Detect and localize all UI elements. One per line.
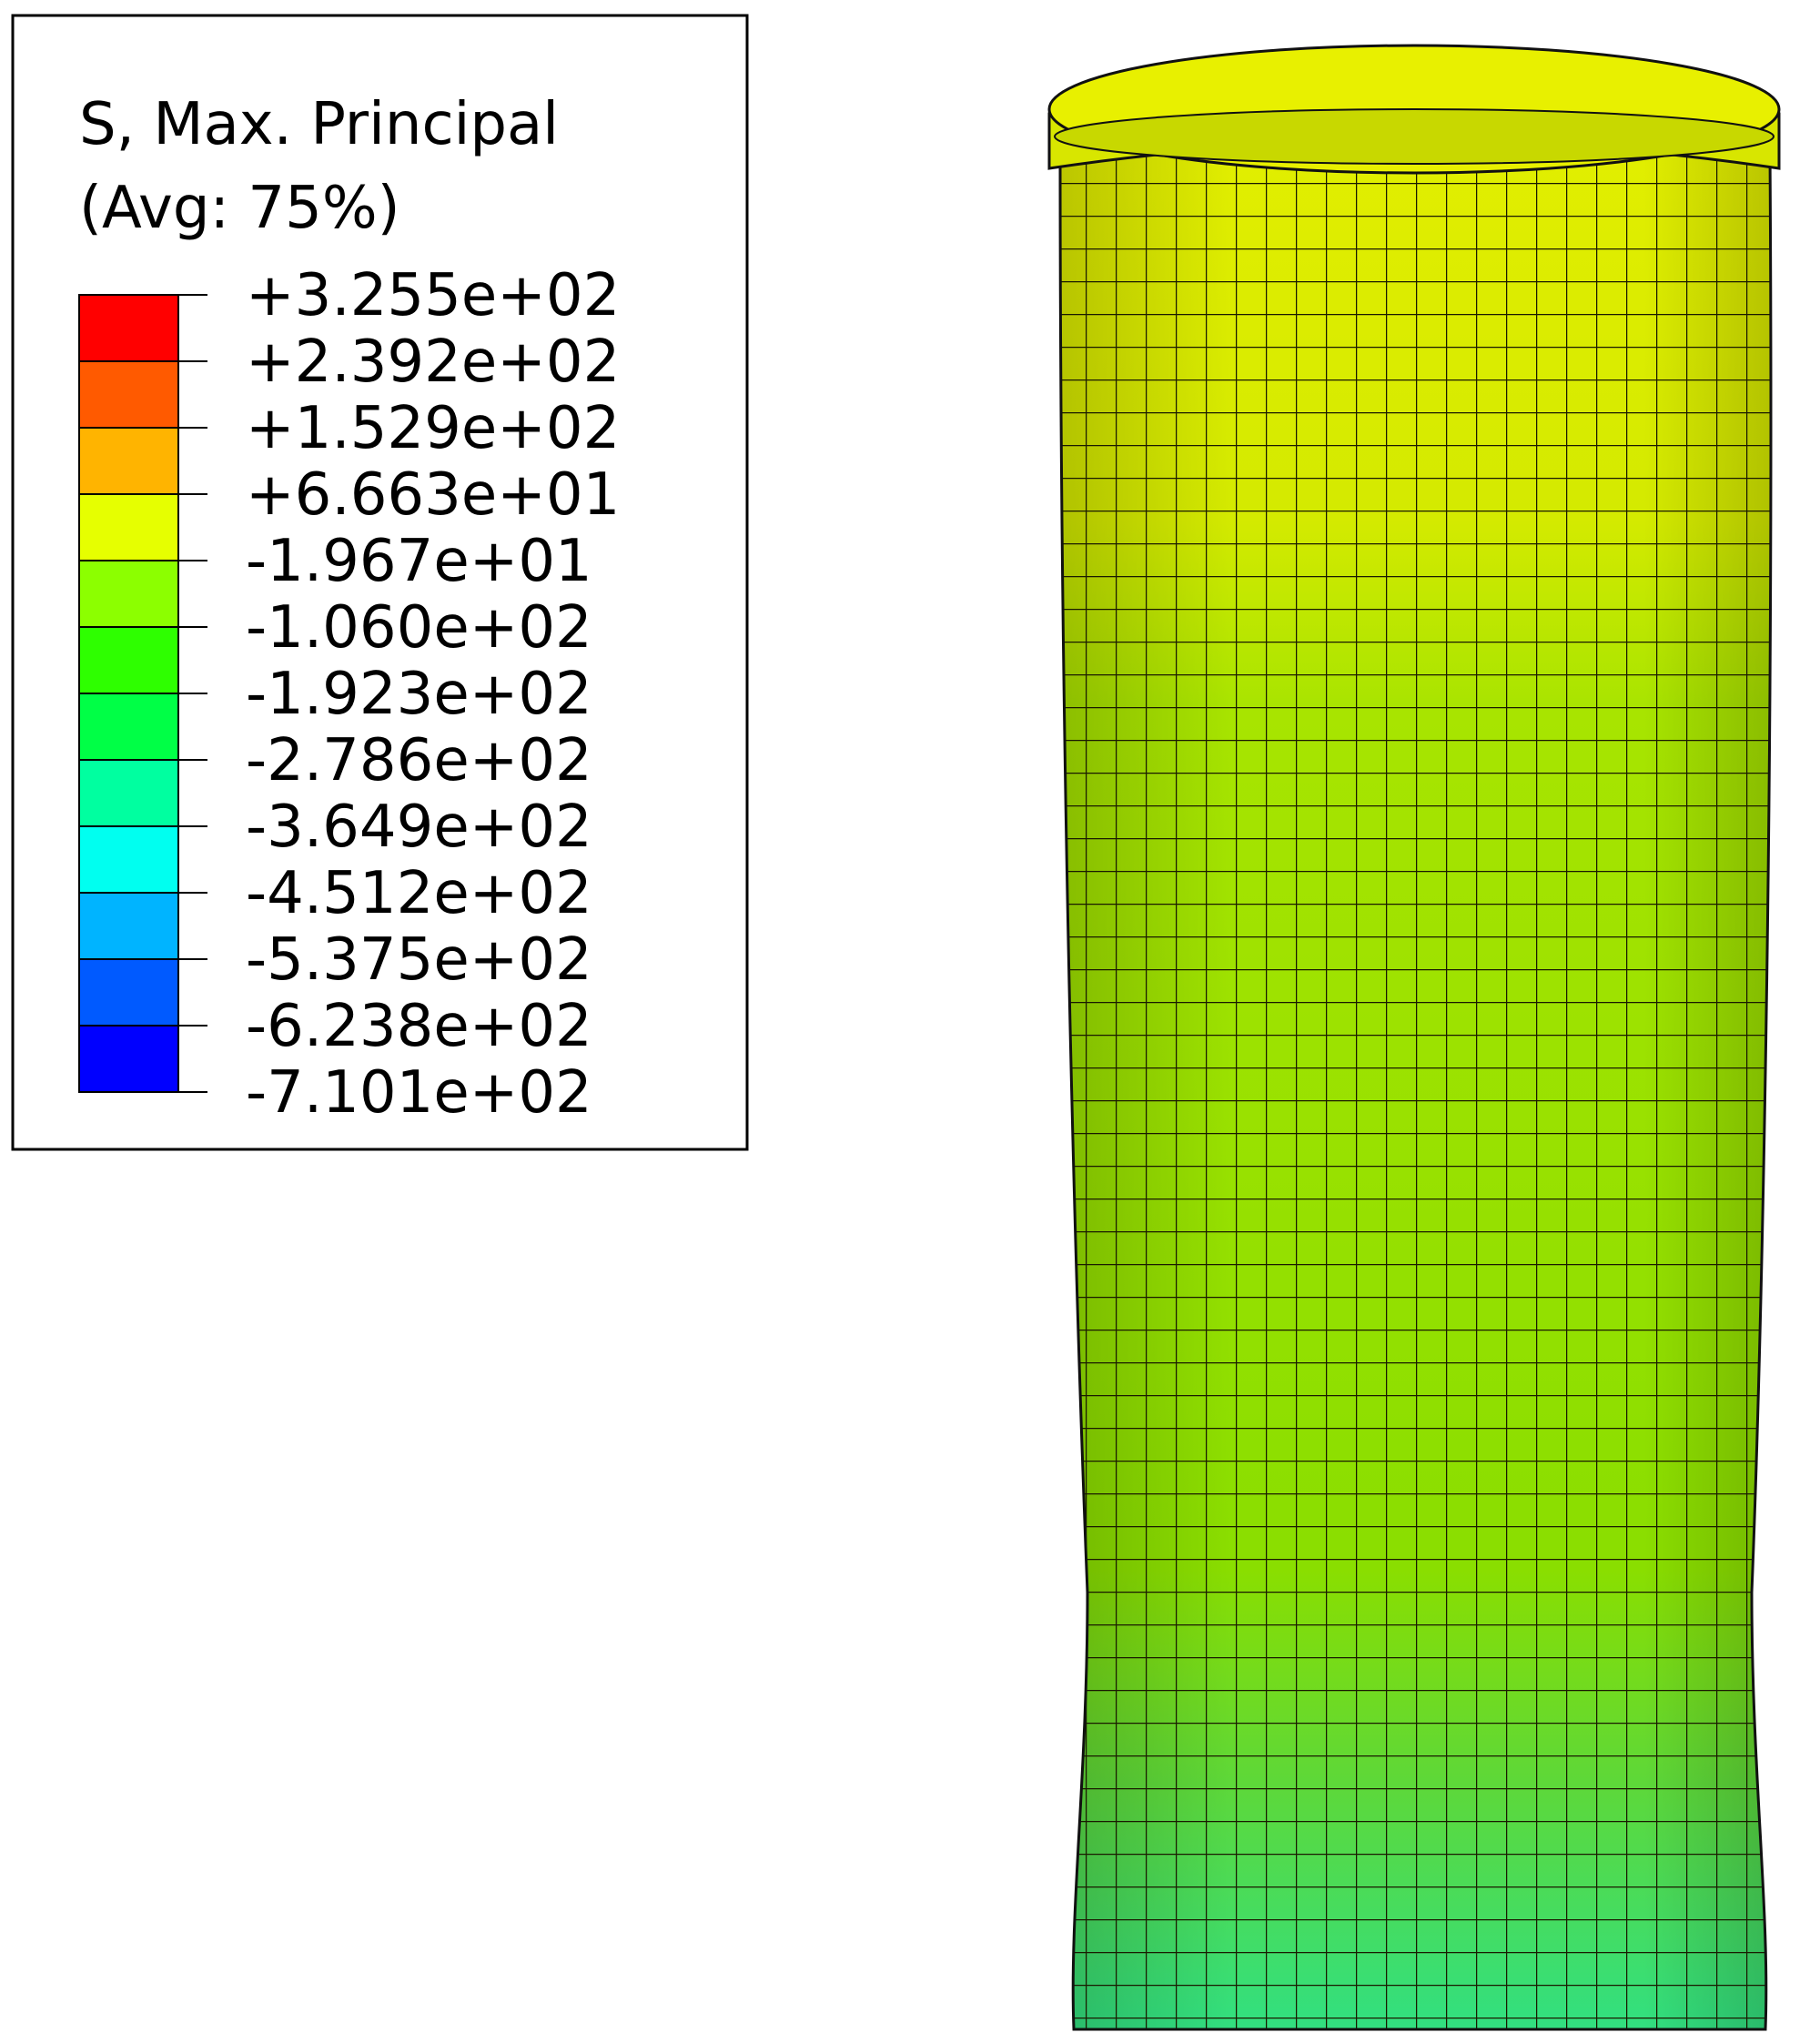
- legend-label: -3.649e+02: [246, 794, 592, 861]
- legend-label: -2.786e+02: [246, 727, 592, 794]
- color-band: [78, 560, 179, 628]
- color-band: [78, 892, 179, 960]
- legend-label: +3.255e+02: [246, 262, 620, 329]
- legend-label: -6.238e+02: [246, 993, 592, 1060]
- color-band: [78, 825, 179, 894]
- legend-label: +6.663e+01: [246, 461, 620, 529]
- color-band: [78, 360, 179, 429]
- legend-labels: +3.255e+02+2.392e+02+1.529e+02+6.663e+01…: [178, 262, 620, 1127]
- legend-label: -5.375e+02: [246, 926, 592, 994]
- legend-label: +1.529e+02: [246, 395, 620, 462]
- legend-label: -1.060e+02: [246, 594, 592, 662]
- color-band: [78, 626, 179, 694]
- legend-label: -1.923e+02: [246, 661, 592, 728]
- legend-subtitle: (Avg: 75%): [79, 175, 400, 242]
- legend-title: S, Max. Principal: [79, 91, 559, 158]
- legend-label: +2.392e+02: [246, 329, 620, 396]
- color-band: [78, 693, 179, 761]
- color-band: [78, 1025, 179, 1093]
- color-band: [78, 427, 179, 495]
- legend-label: -4.512e+02: [246, 860, 592, 927]
- color-band: [78, 294, 179, 362]
- color-band: [78, 493, 179, 561]
- cylinder-model: [1047, 44, 1781, 2031]
- color-bar: [78, 294, 179, 1093]
- color-band: [78, 958, 179, 1027]
- legend-label: -7.101e+02: [246, 1059, 592, 1127]
- legend-label: -1.967e+01: [246, 528, 592, 595]
- color-band: [78, 759, 179, 827]
